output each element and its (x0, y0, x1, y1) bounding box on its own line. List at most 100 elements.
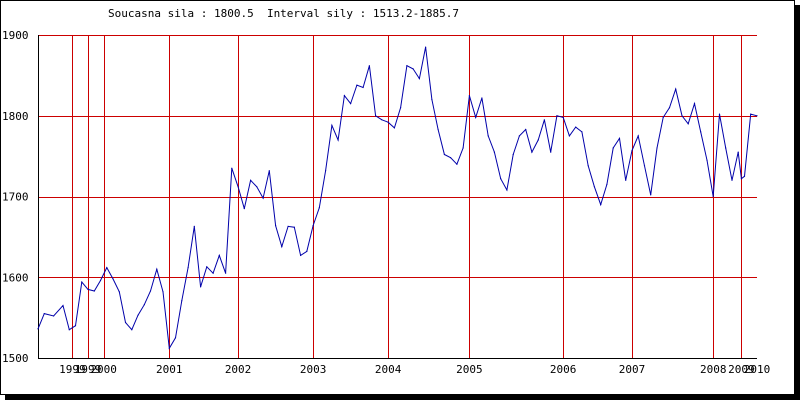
chart-axes (38, 35, 757, 359)
data-point (500, 178, 502, 180)
data-point (581, 131, 583, 133)
x-tick-label: 2007 (619, 363, 646, 376)
data-point (506, 189, 508, 191)
y-tick-label: 1900 (2, 29, 29, 42)
data-point (412, 68, 414, 70)
data-point (99, 279, 102, 282)
data-point (531, 151, 533, 153)
data-point (518, 135, 521, 137)
data-point (400, 107, 402, 109)
data-point (206, 266, 208, 268)
data-point (681, 115, 683, 117)
series-layer (37, 46, 758, 350)
data-point (468, 95, 470, 97)
data-point (587, 165, 589, 167)
data-point (387, 121, 389, 123)
data-point (512, 153, 514, 156)
data-point (68, 329, 70, 331)
data-point (593, 186, 596, 188)
data-point (418, 78, 420, 80)
data-point (131, 329, 133, 331)
data-point (350, 103, 352, 105)
data-point (700, 131, 702, 133)
data-point (62, 304, 64, 307)
data-point (687, 123, 689, 125)
data-point (675, 88, 677, 90)
data-point (550, 151, 552, 153)
data-point (231, 167, 233, 169)
data-point (375, 115, 377, 117)
data-point (650, 194, 652, 196)
data-point (162, 291, 164, 293)
data-point (537, 139, 539, 141)
data-point (343, 95, 345, 97)
y-tick-label: 1600 (2, 271, 29, 284)
data-point (393, 127, 395, 129)
data-point (256, 186, 258, 188)
data-point (612, 147, 614, 149)
data-point (53, 315, 55, 317)
vertical-gridlines (72, 35, 742, 358)
data-point (200, 286, 202, 288)
data-point (143, 304, 145, 306)
data-point (712, 195, 714, 198)
data-point (637, 135, 639, 137)
data-point (37, 328, 39, 330)
data-point (743, 175, 746, 177)
horizontal-gridlines (38, 35, 757, 278)
data-point (106, 267, 108, 269)
x-tick-label: 2009 (728, 363, 755, 376)
data-point (450, 157, 452, 159)
data-point (306, 250, 308, 252)
data-point (431, 99, 433, 101)
data-point (381, 119, 383, 121)
data-point (493, 151, 495, 153)
data-point (756, 115, 758, 117)
x-tick-label: 2001 (156, 363, 183, 376)
x-tick-label: 2004 (375, 363, 402, 376)
chart-title: Soucasna sila : 1800.5 Interval sily : 1… (108, 7, 459, 20)
data-point (718, 113, 721, 115)
data-point (618, 137, 621, 139)
x-tick-label: 2002 (225, 363, 252, 376)
data-point (218, 254, 220, 256)
x-tick-label: 2010 (744, 363, 771, 376)
data-point (437, 128, 439, 131)
data-point (706, 159, 708, 161)
data-point (181, 300, 183, 302)
data-point (168, 347, 170, 349)
data-point (725, 147, 727, 149)
data-point (362, 86, 364, 89)
data-point (187, 267, 189, 269)
data-point (74, 325, 77, 327)
x-tick-label: 1999 (75, 363, 102, 376)
data-point (600, 204, 602, 206)
y-tick-label: 1700 (2, 191, 29, 204)
data-point (662, 116, 664, 118)
data-point (156, 268, 158, 270)
data-point (93, 290, 95, 292)
data-point (149, 290, 152, 292)
data-point (287, 225, 289, 227)
data-point (631, 149, 633, 152)
data-point (325, 170, 327, 172)
data-point (606, 183, 608, 185)
data-point (43, 313, 45, 315)
data-point (193, 225, 195, 227)
data-point (137, 314, 139, 316)
data-point (750, 113, 752, 115)
data-point (268, 170, 270, 172)
data-point (118, 291, 120, 293)
x-tick-label: 2006 (550, 363, 577, 376)
data-point (737, 151, 739, 153)
data-point (368, 65, 370, 67)
data-point (481, 97, 483, 99)
data-point (693, 103, 696, 105)
data-point (731, 179, 733, 181)
data-point (243, 208, 245, 210)
data-point (456, 163, 458, 165)
data-point (293, 226, 295, 228)
x-tick-label: 2005 (456, 363, 483, 376)
data-point (331, 124, 333, 126)
